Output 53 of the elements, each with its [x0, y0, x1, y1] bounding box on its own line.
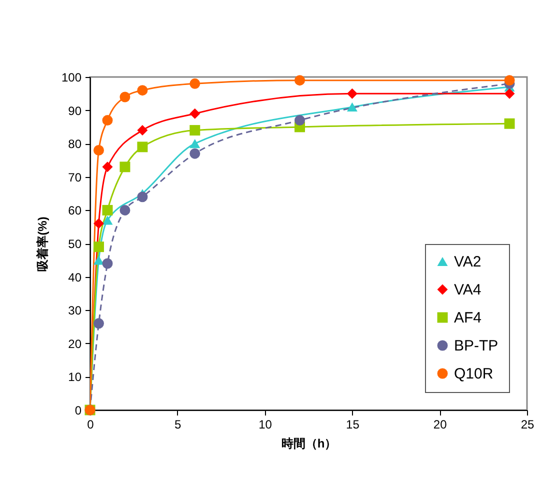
point	[137, 125, 148, 136]
point	[294, 115, 306, 126]
point	[102, 162, 113, 172]
x-tick-label: 25	[520, 418, 534, 432]
point	[120, 204, 130, 216]
y-axis-title: 吸着率(%)	[35, 216, 50, 272]
point	[93, 242, 104, 252]
point	[137, 85, 148, 96]
y-tick-label: 70	[68, 170, 82, 184]
point	[190, 148, 200, 159]
point	[504, 75, 515, 86]
x-tick-label: 0	[87, 418, 94, 432]
point	[120, 92, 130, 102]
point	[102, 216, 113, 225]
point	[93, 318, 104, 329]
y-tick-label: 90	[68, 104, 82, 118]
y-tick-label: 50	[68, 237, 82, 251]
point	[190, 125, 200, 136]
point	[93, 145, 104, 156]
y-tick-label: 60	[68, 204, 82, 218]
point	[102, 204, 113, 216]
point	[346, 88, 358, 99]
point	[190, 139, 200, 148]
y-tick-label: 0	[74, 404, 82, 418]
x-tick-label: 10	[258, 418, 272, 432]
y-tick-label: 100	[61, 70, 82, 84]
y-tick-label: 40	[68, 270, 82, 284]
legend-label: Q10R	[454, 366, 494, 382]
point	[137, 192, 148, 202]
point	[102, 258, 113, 269]
point	[137, 142, 148, 152]
y-tick-label: 30	[68, 304, 82, 318]
point	[102, 115, 113, 126]
legend-label: VA4	[454, 282, 482, 298]
point	[93, 256, 104, 265]
point	[504, 118, 515, 129]
point	[93, 218, 104, 229]
x-tick-label: 20	[433, 418, 448, 432]
x-tick-label: 15	[346, 418, 360, 432]
y-tick-label: 10	[68, 370, 82, 384]
point	[294, 75, 306, 86]
x-tick-label: 5	[174, 418, 182, 432]
point	[120, 162, 130, 172]
legend-label: VA2	[454, 254, 482, 270]
point	[190, 108, 200, 119]
point	[190, 78, 200, 89]
legend-label: AF4	[454, 310, 482, 326]
point	[504, 88, 515, 99]
y-tick-label: 20	[68, 336, 82, 351]
point	[346, 102, 358, 112]
y-tick-label: 80	[68, 137, 82, 152]
legend-label: BP-TP	[454, 338, 498, 354]
x-axis-title: 時間（h）	[281, 436, 337, 450]
